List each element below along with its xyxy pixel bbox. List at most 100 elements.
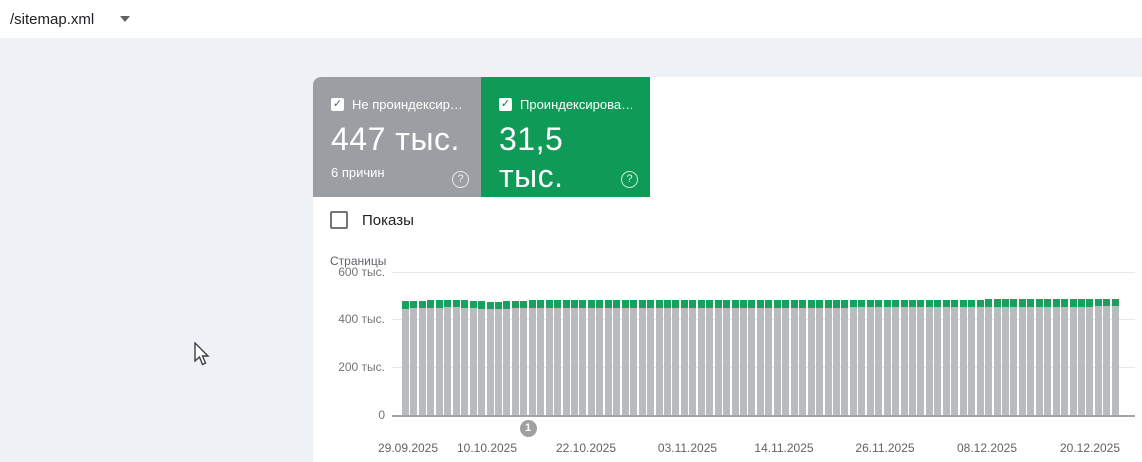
bar[interactable] [900,299,908,415]
bar[interactable] [824,300,832,415]
bar[interactable] [765,300,773,415]
bar[interactable] [638,300,646,415]
bar[interactable] [816,300,824,415]
bar[interactable] [469,300,477,415]
bar[interactable] [571,300,578,415]
bar[interactable] [1018,299,1026,415]
bar[interactable] [1111,298,1119,415]
bar[interactable] [680,300,688,415]
bar[interactable] [402,301,409,415]
bar[interactable] [993,299,1001,415]
bar[interactable] [1078,299,1085,415]
bar[interactable] [435,300,443,415]
bar[interactable] [689,300,697,415]
bar[interactable] [1044,299,1052,415]
bar[interactable] [832,300,840,415]
bar[interactable] [554,300,562,415]
bar[interactable] [410,300,418,415]
bar[interactable] [934,299,942,415]
impressions-toggle-row: Показы [330,211,414,229]
bar[interactable] [883,299,891,415]
bar[interactable] [1027,299,1035,415]
bar[interactable] [1052,299,1060,415]
not-indexed-card[interactable]: ✓ Не проиндексир… 447 тыс. 6 причин ? [313,77,481,197]
bar-not-indexed-segment [993,306,1001,415]
bar[interactable] [444,299,452,415]
bar[interactable] [1086,299,1094,415]
bar[interactable] [528,300,536,415]
bar[interactable] [849,299,857,415]
bar[interactable] [951,299,959,415]
bar[interactable] [697,300,705,415]
bar[interactable] [731,300,739,415]
bar[interactable] [925,299,933,415]
bar[interactable] [985,299,993,415]
bar[interactable] [714,300,722,415]
bar[interactable] [799,300,807,415]
annotation-marker-1[interactable]: 1 [519,419,537,437]
impressions-checkbox[interactable] [330,211,348,229]
not-indexed-checkbox-icon[interactable]: ✓ [331,98,344,111]
bar[interactable] [875,299,883,415]
bar[interactable] [663,300,671,415]
bar[interactable] [807,300,815,415]
bar[interactable] [841,300,849,415]
bar[interactable] [892,299,900,415]
bar[interactable] [942,299,950,415]
bar[interactable] [520,300,528,415]
bar[interactable] [1035,299,1043,415]
bar[interactable] [1069,299,1077,415]
bar-not-indexed-segment [968,307,976,415]
bar-indexed-segment [951,299,959,308]
indexed-card[interactable]: ✓ Проиндексирова… 31,5 тыс. ? [481,77,650,197]
bar[interactable] [511,300,519,415]
bar[interactable] [672,300,680,415]
bar[interactable] [613,300,621,415]
bar[interactable] [486,301,494,415]
bar[interactable] [968,299,976,415]
bar[interactable] [461,300,469,415]
bar[interactable] [706,300,714,415]
bar[interactable] [452,299,460,415]
bar[interactable] [579,300,587,415]
bar[interactable] [478,301,486,415]
bar[interactable] [630,300,638,415]
bar[interactable] [587,300,595,415]
bar[interactable] [976,299,984,415]
bar[interactable] [917,299,925,415]
bar[interactable] [959,299,967,415]
bar[interactable] [866,299,874,415]
bar[interactable] [604,300,612,415]
bar[interactable] [647,300,655,415]
bar[interactable] [909,299,916,415]
bar[interactable] [756,300,764,415]
indexed-checkbox-icon[interactable]: ✓ [499,98,512,111]
bar[interactable] [1061,299,1069,415]
bar[interactable] [562,300,570,415]
bar[interactable] [427,300,435,415]
bar[interactable] [503,301,511,415]
bar[interactable] [1001,299,1009,415]
gridline [392,271,1135,273]
bar[interactable] [494,301,502,415]
bar[interactable] [773,300,781,415]
bar[interactable] [782,300,790,415]
bar[interactable] [858,299,866,415]
bar[interactable] [545,300,553,415]
bar[interactable] [1094,298,1102,415]
bar[interactable] [655,300,663,415]
bar[interactable] [723,300,731,415]
bar[interactable] [740,300,747,415]
bar-not-indexed-segment [917,307,925,415]
bar[interactable] [596,300,604,415]
help-icon[interactable]: ? [452,171,469,188]
sitemap-dropdown[interactable]: /sitemap.xml [10,0,131,38]
bar[interactable] [1010,299,1018,415]
bar[interactable] [418,300,426,415]
bar[interactable] [748,300,756,415]
bar[interactable] [1103,298,1111,415]
bar[interactable] [537,300,545,415]
help-icon[interactable]: ? [621,171,638,188]
bar[interactable] [790,300,798,415]
bar[interactable] [621,300,629,415]
